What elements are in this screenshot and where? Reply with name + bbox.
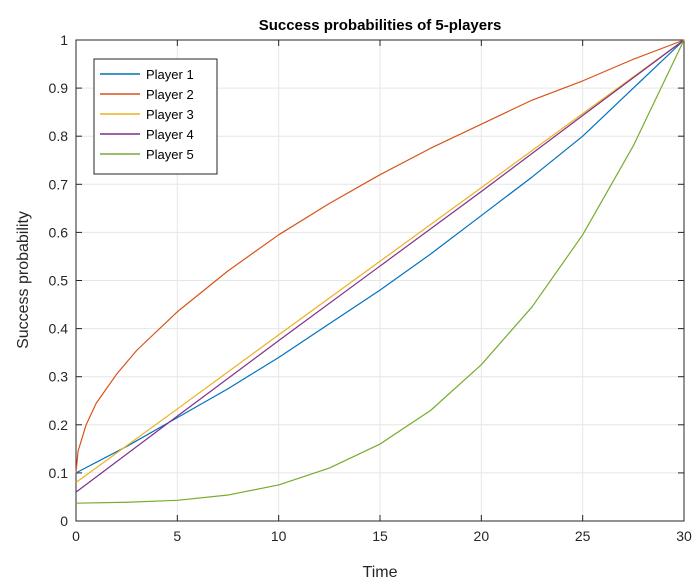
x-tick-label: 15: [372, 528, 388, 544]
x-tick-label: 10: [271, 528, 287, 544]
x-tick-label: 25: [575, 528, 591, 544]
y-axis-label: Success probability: [15, 211, 32, 349]
y-tick-label: 0.4: [49, 321, 69, 337]
series-lines: [75, 39, 685, 504]
x-tick-label: 20: [474, 528, 490, 544]
y-tick-label: 0.9: [49, 80, 69, 96]
y-tick-label: 0.8: [49, 128, 69, 144]
x-axis-label: Time: [363, 564, 398, 579]
legend-label-player-2: Player 2: [146, 87, 194, 102]
series-line-player-2: [75, 39, 685, 473]
y-tick-label: 0.3: [49, 369, 69, 385]
y-tick-label: 0.6: [49, 224, 69, 240]
legend: Player 1 Player 2 Player 3 Player 4 Player 5: [93, 58, 218, 175]
x-tick-label: 30: [676, 528, 692, 544]
legend-label-player-3: Player 3: [146, 107, 194, 122]
series-line-player-5: [75, 39, 685, 504]
y-tick-label: 0.2: [49, 417, 69, 433]
legend-label-player-4: Player 4: [146, 127, 194, 142]
y-tick-label: 1: [60, 32, 68, 48]
chart-title: Success probabilities of 5-players: [259, 17, 502, 34]
y-tick-label: 0.7: [49, 176, 69, 192]
series-line-player-1: [75, 39, 685, 474]
x-tick-label: 0: [72, 528, 80, 544]
legend-label-player-1: Player 1: [146, 67, 194, 82]
y-tick-label: 0: [60, 513, 68, 529]
y-tick-label: 0.1: [49, 465, 69, 481]
axis-ticks: 0 5 10 15 20 25 30 0 0.1 0.2 0.3 0.4 0.5 0.6 0.7 0.8 0.9…: [49, 32, 692, 544]
series-line-player-3: [75, 39, 685, 484]
x-tick-label: 5: [173, 528, 181, 544]
series-line-player-4: [75, 39, 685, 493]
legend-box: [93, 58, 218, 175]
legend-label-player-5: Player 5: [146, 147, 194, 162]
y-tick-label: 0.5: [49, 273, 69, 289]
